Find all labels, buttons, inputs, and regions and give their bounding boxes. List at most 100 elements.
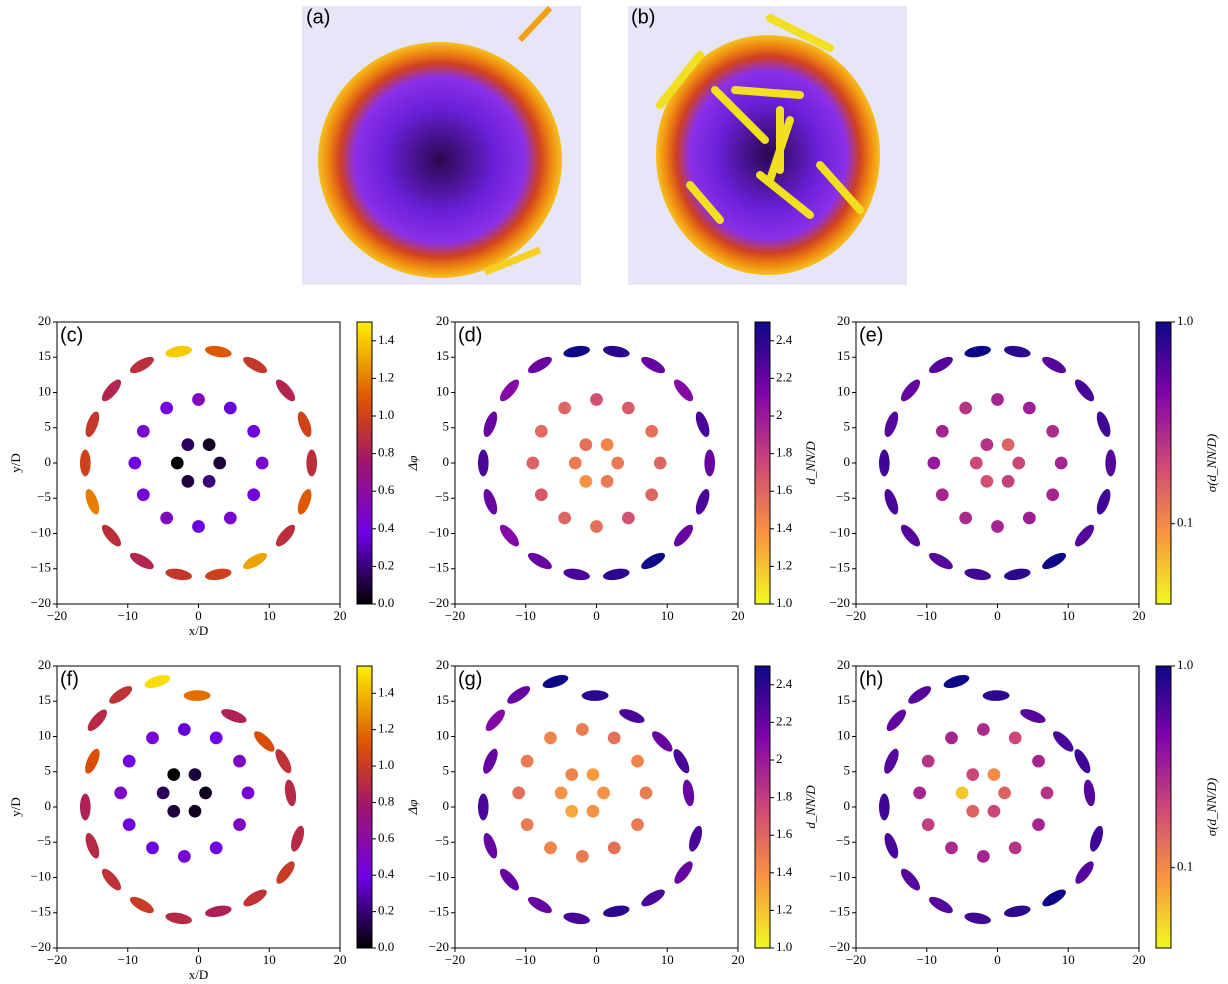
colorbar-tick-label: 2.2 bbox=[776, 713, 792, 728]
y-tick-label: 20 bbox=[837, 313, 850, 328]
point bbox=[205, 345, 232, 358]
point bbox=[641, 889, 665, 907]
point bbox=[964, 568, 991, 581]
point bbox=[483, 411, 498, 437]
point bbox=[243, 889, 267, 907]
point bbox=[527, 896, 552, 914]
x-tick-label: −10 bbox=[516, 608, 536, 623]
point bbox=[603, 568, 630, 581]
panel-label: (c) bbox=[60, 324, 83, 346]
point bbox=[565, 768, 579, 781]
colorbar-tick-label: 2 bbox=[776, 751, 783, 766]
point bbox=[101, 379, 122, 402]
point bbox=[499, 524, 520, 547]
point bbox=[565, 804, 579, 818]
point bbox=[597, 786, 610, 800]
y-tick-label: 10 bbox=[837, 383, 850, 398]
y-tick-label: 10 bbox=[38, 727, 51, 742]
point bbox=[964, 345, 991, 358]
points bbox=[477, 345, 716, 581]
point bbox=[275, 749, 292, 774]
image-a: (a) bbox=[302, 5, 581, 285]
point bbox=[884, 748, 899, 774]
y-tick-label: 20 bbox=[38, 657, 51, 672]
point bbox=[247, 424, 261, 438]
x-tick-label: 20 bbox=[732, 952, 745, 967]
point bbox=[146, 841, 159, 855]
colorbar-tick-label: 0.0 bbox=[378, 939, 394, 954]
point bbox=[1032, 818, 1045, 831]
point bbox=[223, 401, 237, 415]
point bbox=[526, 456, 540, 470]
point bbox=[1040, 786, 1054, 800]
points bbox=[878, 345, 1117, 581]
point bbox=[483, 833, 498, 859]
colorbar-tick-label: 1.0 bbox=[1177, 657, 1193, 672]
x-tick-label: 0 bbox=[593, 608, 600, 623]
point bbox=[241, 786, 255, 800]
y-tick-label: 15 bbox=[38, 692, 51, 707]
y-tick-label: 5 bbox=[844, 763, 851, 778]
y-tick-label: −20 bbox=[830, 939, 850, 954]
points bbox=[878, 674, 1104, 925]
point bbox=[1008, 731, 1022, 745]
point bbox=[544, 731, 557, 745]
point bbox=[1074, 524, 1095, 547]
colorbar-label: σ(d_NN/D) bbox=[1204, 778, 1219, 836]
point bbox=[673, 524, 694, 547]
point bbox=[966, 768, 980, 781]
point bbox=[1004, 905, 1031, 918]
colorbar-tick-label: 1.0 bbox=[378, 757, 394, 772]
y-tick-label: −10 bbox=[830, 868, 850, 883]
point bbox=[631, 754, 644, 768]
point bbox=[520, 754, 534, 768]
x-tick-label: −20 bbox=[47, 608, 67, 623]
image-label: (a) bbox=[306, 6, 330, 28]
colorbar-label: Δφ bbox=[405, 456, 420, 472]
point bbox=[247, 488, 261, 502]
point bbox=[900, 524, 921, 547]
point bbox=[579, 474, 593, 488]
y-tick-label: 15 bbox=[436, 348, 449, 363]
colorbar-label: Δφ bbox=[405, 800, 420, 816]
point bbox=[209, 841, 223, 855]
point bbox=[297, 411, 312, 437]
x-tick-label: 20 bbox=[1133, 608, 1146, 623]
point bbox=[563, 345, 590, 358]
y-axis-label: y/D bbox=[8, 453, 23, 473]
point bbox=[167, 768, 181, 781]
point bbox=[621, 401, 635, 415]
point bbox=[192, 520, 205, 533]
point bbox=[1042, 552, 1067, 570]
y-tick-label: −20 bbox=[429, 939, 449, 954]
colorbar-tick-label: 2.2 bbox=[776, 369, 792, 384]
point bbox=[976, 723, 990, 736]
point bbox=[987, 768, 1001, 781]
point bbox=[969, 456, 983, 470]
point bbox=[1042, 889, 1066, 907]
point bbox=[964, 912, 991, 925]
point bbox=[674, 861, 693, 884]
point bbox=[165, 345, 192, 358]
colorbar-tick-label: 2.4 bbox=[776, 676, 793, 691]
point bbox=[586, 804, 600, 818]
panel: −20 −10 0 10 20 −20 −15 −10 −5 0 5 10 15 20 (d) 1.0 1.2 1… bbox=[429, 313, 818, 623]
y-tick-label: 10 bbox=[38, 383, 51, 398]
colorbar-tick-label: 0.1 bbox=[1177, 859, 1193, 874]
point bbox=[928, 552, 953, 570]
x-tick-label: −10 bbox=[118, 608, 138, 623]
point bbox=[653, 456, 667, 470]
y-tick-label: 5 bbox=[844, 419, 851, 434]
point bbox=[1075, 861, 1094, 884]
panel: −20 −10 0 10 20 −20 −15 −10 −5 0 5 10 15 20 (e) 0.1 1.0 σ… bbox=[830, 313, 1219, 623]
y-tick-label: −20 bbox=[830, 595, 850, 610]
point bbox=[563, 568, 590, 581]
x-tick-label: 20 bbox=[732, 608, 745, 623]
x-tick-label: −10 bbox=[917, 952, 937, 967]
y-tick-label: −10 bbox=[31, 524, 51, 539]
point bbox=[160, 401, 174, 415]
point bbox=[1090, 825, 1104, 852]
colorbar bbox=[1155, 665, 1172, 949]
colorbar-tick-label: 2 bbox=[776, 407, 783, 422]
point bbox=[114, 786, 128, 800]
